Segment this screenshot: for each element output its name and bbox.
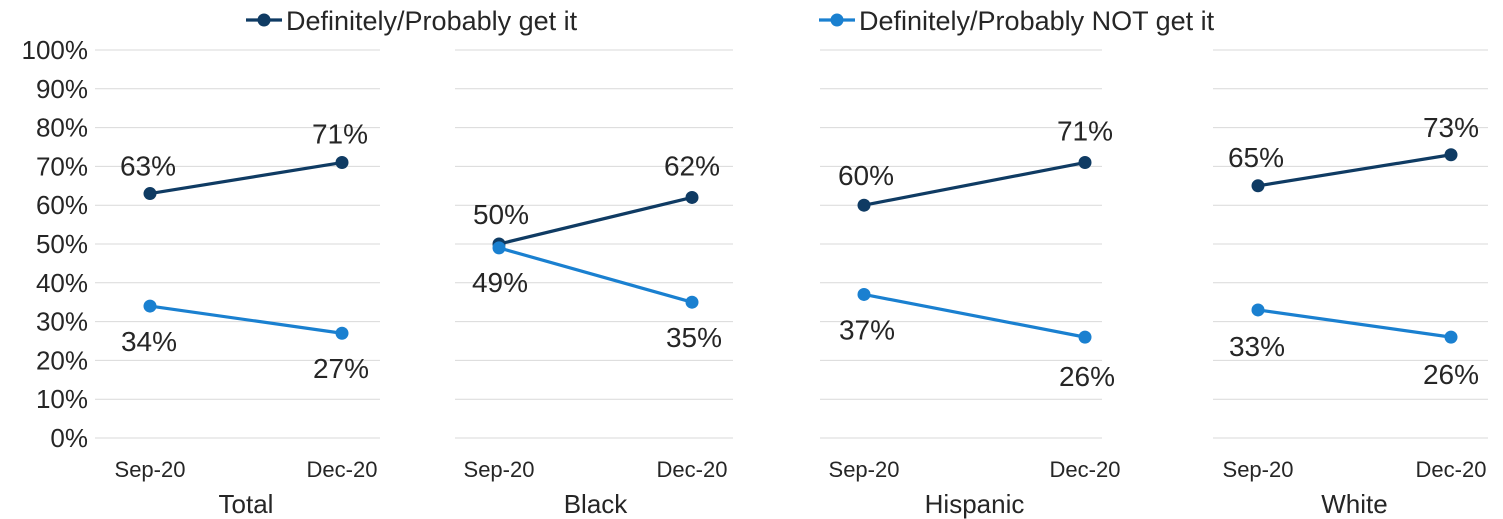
legend-label: Definitely/Probably NOT get it [859, 6, 1215, 36]
data-label-get: 62% [664, 150, 720, 181]
y-tick-label: 100% [22, 35, 89, 65]
data-point-not [1251, 303, 1265, 317]
y-tick-label: 0% [50, 423, 88, 453]
y-tick-label: 60% [36, 190, 88, 220]
y-axis: 0% 10% 20% 30% 40% 50% 60% 70% 80% 90% 100% [22, 35, 89, 453]
data-point-get [1444, 148, 1458, 162]
legend-swatch-marker [830, 13, 844, 27]
data-point-not [492, 241, 506, 255]
data-label-get: 65% [1228, 142, 1284, 173]
series-line-get [1257, 153, 1452, 188]
series-line-get [149, 160, 343, 196]
data-label-get: 60% [838, 160, 894, 191]
data-point-get [335, 156, 349, 170]
panel-hispanic: 60% 71% 37% 26% Sep-20 Dec-20 Hispanic [829, 116, 1121, 519]
data-label-not: 26% [1059, 361, 1115, 392]
data-label-not: 49% [472, 267, 528, 298]
legend-swatch-marker [257, 13, 271, 27]
data-label-get: 71% [1057, 116, 1113, 147]
group-label: Black [564, 489, 629, 519]
y-tick-label: 40% [36, 268, 88, 298]
series-line-get [863, 160, 1086, 207]
data-label-not: 26% [1423, 359, 1479, 390]
data-label-get: 63% [120, 151, 176, 182]
y-tick-label: 10% [36, 384, 88, 414]
y-tick-label: 90% [36, 74, 88, 104]
data-point-not [685, 295, 699, 309]
data-point-get [1078, 156, 1092, 170]
x-tick-label: Sep-20 [829, 457, 900, 482]
x-tick-label: Dec-20 [657, 457, 728, 482]
x-tick-label: Sep-20 [1223, 457, 1294, 482]
data-point-get [143, 187, 157, 201]
series-line-get [498, 195, 693, 246]
x-tick-label: Sep-20 [464, 457, 535, 482]
data-label-get: 50% [473, 199, 529, 230]
legend-label: Definitely/Probably get it [286, 6, 578, 36]
data-point-not [1078, 330, 1092, 344]
series-line-not [149, 304, 343, 335]
data-label-not: 33% [1229, 331, 1285, 362]
gridlines [95, 49, 1488, 439]
panel-black: 50% 62% 49% 35% Sep-20 Dec-20 Black [464, 150, 728, 519]
data-label-get: 73% [1423, 112, 1479, 143]
y-tick-label: 20% [36, 345, 88, 375]
y-tick-label: 80% [36, 113, 88, 143]
panel-total: 63% 71% 34% 27% Sep-20 Dec-20 Total [115, 119, 378, 519]
data-label-not: 37% [839, 314, 895, 345]
group-label: Hispanic [925, 489, 1025, 519]
series-line-not [498, 246, 693, 304]
series-line-not [863, 292, 1086, 339]
data-point-get [857, 198, 871, 212]
y-tick-label: 30% [36, 307, 88, 337]
x-tick-label: Dec-20 [307, 457, 378, 482]
plot-area: 63% 71% 34% 27% Sep-20 Dec-20 Total 50% 62% 49% 35… [115, 112, 1487, 519]
data-point-not [1444, 330, 1458, 344]
data-point-not [335, 326, 349, 340]
legend-item-not: Definitely/Probably NOT get it [819, 6, 1215, 36]
x-tick-label: Dec-20 [1416, 457, 1487, 482]
data-label-not: 34% [121, 326, 177, 357]
data-point-not [143, 299, 157, 313]
data-point-get [1251, 179, 1265, 193]
data-label-not: 27% [313, 353, 369, 384]
series-line-not [1257, 308, 1452, 339]
data-point-not [857, 287, 871, 301]
data-label-not: 35% [666, 322, 722, 353]
legend: Definitely/Probably get it Definitely/Pro… [246, 6, 1215, 36]
legend-item-get: Definitely/Probably get it [246, 6, 578, 36]
y-tick-label: 70% [36, 151, 88, 181]
y-tick-label: 50% [36, 229, 88, 259]
group-label: White [1321, 489, 1387, 519]
x-tick-label: Dec-20 [1050, 457, 1121, 482]
data-point-get [685, 190, 699, 204]
x-tick-label: Sep-20 [115, 457, 186, 482]
group-label: Total [219, 489, 274, 519]
data-label-get: 71% [312, 119, 368, 150]
panel-white: 65% 73% 33% 26% Sep-20 Dec-20 White [1223, 112, 1487, 519]
